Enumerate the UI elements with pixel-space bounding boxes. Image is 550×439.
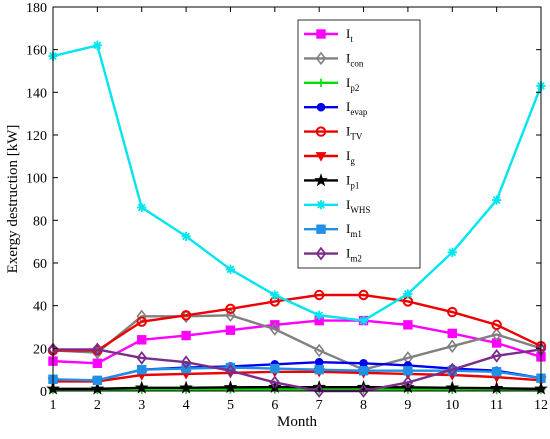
data-point (270, 290, 279, 299)
data-point (404, 321, 412, 329)
x-tick-label: 1 (50, 398, 57, 413)
plot-area (53, 7, 541, 391)
x-tick-label: 9 (404, 398, 411, 413)
data-point (359, 316, 368, 325)
y-tick-label: 180 (26, 1, 47, 16)
y-tick-label: 0 (40, 385, 47, 400)
legend-marker (316, 200, 325, 209)
y-tick-label: 40 (33, 300, 47, 315)
y-tick-label: 60 (33, 257, 47, 272)
data-point (360, 359, 368, 367)
data-point (182, 331, 190, 339)
data-point (226, 326, 234, 334)
x-tick-label: 8 (360, 398, 367, 413)
x-tick-label: 12 (534, 398, 548, 413)
y-tick-label: 140 (26, 86, 47, 101)
data-point (315, 311, 324, 320)
data-point (137, 203, 146, 212)
y-axis-title: Exergy destruction [kW] (5, 125, 21, 274)
legend-marker (317, 225, 325, 233)
data-point (403, 289, 412, 298)
y-tick-label: 160 (26, 44, 47, 59)
data-point (93, 376, 101, 384)
data-point (315, 358, 323, 366)
data-point (181, 232, 190, 241)
data-point (448, 248, 457, 257)
data-point (492, 195, 501, 204)
data-point (448, 329, 456, 337)
data-point (359, 367, 367, 375)
data-point (271, 364, 279, 372)
data-point (138, 336, 146, 344)
data-point (93, 41, 102, 50)
y-tick-label: 20 (33, 342, 47, 357)
legend-marker (317, 30, 325, 38)
data-point (138, 365, 146, 373)
x-tick-label: 5 (227, 398, 234, 413)
data-point (226, 265, 235, 274)
x-tick-label: 7 (316, 398, 323, 413)
x-tick-label: 11 (490, 398, 503, 413)
x-tick-label: 10 (445, 398, 459, 413)
legend-marker (317, 103, 325, 111)
data-point (93, 359, 101, 367)
x-tick-label: 2 (94, 398, 101, 413)
data-point (404, 367, 412, 375)
data-point (492, 368, 500, 376)
data-point (315, 365, 323, 373)
y-tick-label: 120 (26, 129, 47, 144)
x-tick-label: 6 (271, 398, 278, 413)
x-tick-label: 3 (138, 398, 145, 413)
y-tick-label: 100 (26, 172, 47, 187)
x-axis-title: Month (277, 414, 318, 430)
y-tick-label: 80 (33, 214, 47, 229)
x-tick-label: 4 (183, 398, 190, 413)
